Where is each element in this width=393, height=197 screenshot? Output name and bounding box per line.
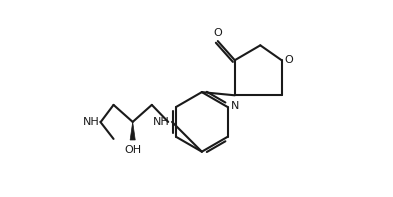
Text: NH: NH [83,117,100,127]
Text: O: O [213,28,222,38]
Text: NH: NH [153,117,170,127]
Text: O: O [285,55,294,65]
Text: OH: OH [124,145,141,155]
Polygon shape [130,122,135,140]
Text: N: N [231,101,239,111]
